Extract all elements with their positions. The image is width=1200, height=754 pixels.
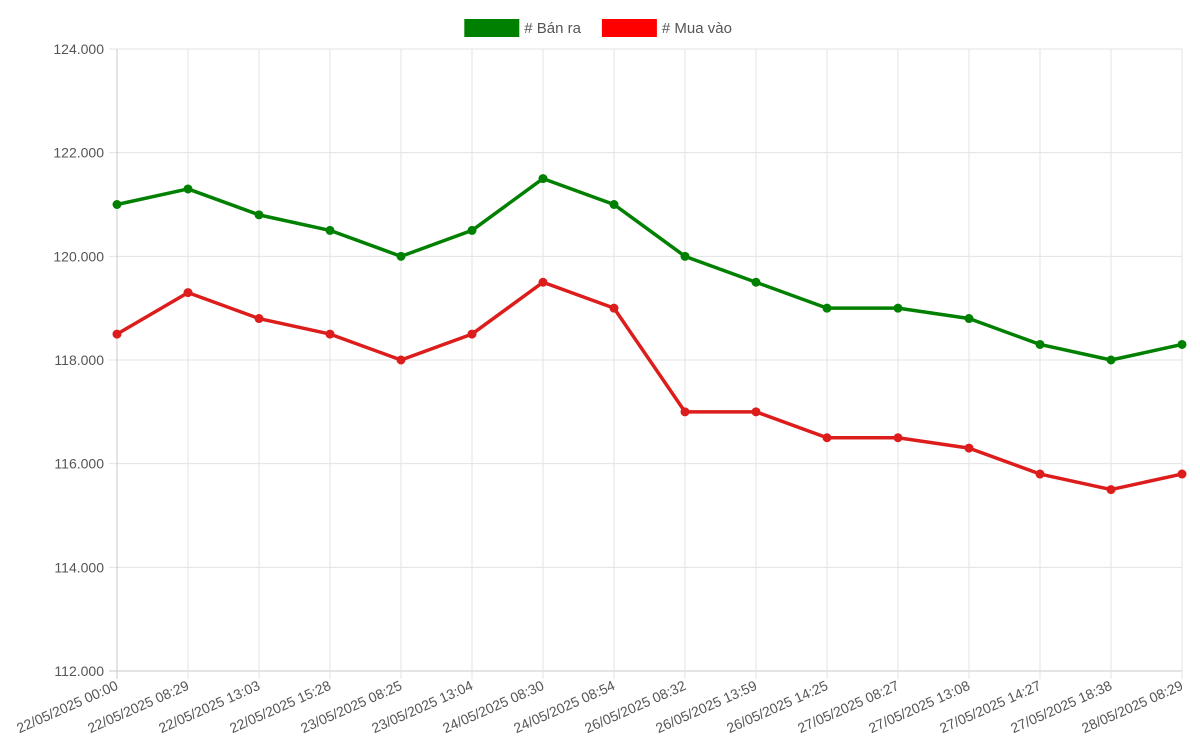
- data-point-ban-ra: [538, 174, 548, 184]
- data-point-mua-vao: [396, 355, 406, 365]
- grid: [109, 48, 1183, 679]
- y-tick-label: 112.000: [54, 663, 104, 679]
- y-tick-label: 124.000: [53, 41, 104, 57]
- series-area: [112, 174, 1187, 495]
- data-point-ban-ra: [893, 303, 903, 313]
- data-point-mua-vao: [325, 329, 335, 339]
- data-point-mua-vao: [751, 407, 761, 417]
- data-point-mua-vao: [112, 329, 122, 339]
- y-tick-label: 118.000: [54, 352, 104, 368]
- y-tick-label: 114.000: [54, 559, 104, 575]
- legend-item-ban-ra[interactable]: # Bán ra: [464, 19, 582, 37]
- y-tick-label: 116.000: [54, 456, 104, 472]
- series-line-ban-ra: [115, 176, 1184, 362]
- data-point-ban-ra: [680, 251, 690, 261]
- data-point-mua-vao: [1035, 469, 1045, 479]
- data-point-mua-vao: [822, 433, 832, 443]
- data-point-mua-vao: [467, 329, 477, 339]
- data-point-ban-ra: [1106, 355, 1116, 365]
- data-point-ban-ra: [325, 225, 335, 235]
- data-point-mua-vao: [254, 314, 264, 324]
- data-point-mua-vao: [609, 303, 619, 313]
- legend-swatch: [464, 19, 520, 37]
- data-point-ban-ra: [609, 200, 619, 209]
- data-point-ban-ra: [183, 184, 193, 194]
- y-tick-label: 122.000: [53, 145, 104, 161]
- data-point-ban-ra: [467, 225, 477, 235]
- data-point-mua-vao: [183, 288, 193, 298]
- legend-label: # Bán ra: [524, 20, 581, 37]
- data-point-mua-vao: [964, 443, 974, 453]
- y-tick-label: 120.000: [53, 248, 104, 264]
- data-point-ban-ra: [1035, 339, 1045, 349]
- data-point-mua-vao: [893, 433, 903, 443]
- legend-label: # Mua vào: [662, 20, 732, 37]
- data-point-ban-ra: [1177, 339, 1187, 349]
- data-point-ban-ra: [112, 200, 122, 209]
- data-point-ban-ra: [964, 314, 974, 324]
- data-point-ban-ra: [254, 210, 264, 220]
- data-point-mua-vao: [680, 407, 690, 417]
- legend-swatch: [601, 19, 657, 37]
- series-line-mua-vao: [115, 280, 1184, 492]
- data-point-mua-vao: [538, 277, 548, 287]
- axes: 112.000 114.000 116.000 118.000 120.000 122.0…: [14, 41, 1185, 736]
- data-point-mua-vao: [1177, 469, 1187, 479]
- data-point-mua-vao: [1106, 485, 1116, 495]
- data-point-ban-ra: [751, 277, 761, 287]
- legend-item-mua-vao[interactable]: # Mua vào: [601, 19, 732, 37]
- data-point-ban-ra: [396, 251, 406, 261]
- data-point-ban-ra: [822, 303, 832, 313]
- legend[interactable]: # Bán ra # Mua vào: [464, 19, 732, 37]
